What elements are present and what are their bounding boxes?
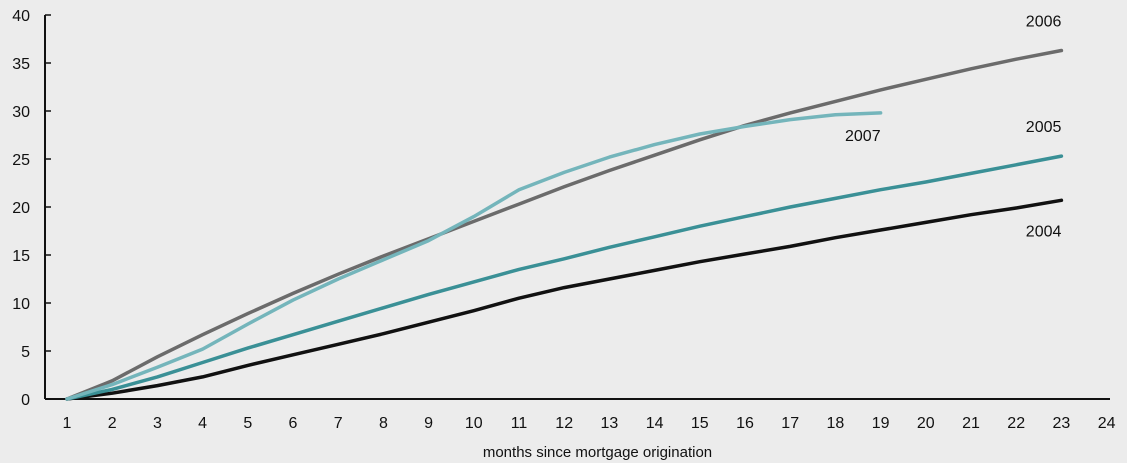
y-tick-label: 20 xyxy=(12,200,30,217)
x-tick-label: 24 xyxy=(1098,415,1116,432)
x-tick-label: 23 xyxy=(1053,415,1071,432)
x-tick-label: 15 xyxy=(691,415,709,432)
x-tick-label: 12 xyxy=(555,415,573,432)
x-tick-label: 22 xyxy=(1007,415,1025,432)
series-line-2004 xyxy=(65,198,1064,401)
series-line-2006 xyxy=(65,48,1064,401)
x-tick-label: 6 xyxy=(289,415,298,432)
y-tick-label: 15 xyxy=(12,248,30,265)
x-tick-label: 19 xyxy=(872,415,890,432)
x-tick-label: 21 xyxy=(962,415,980,432)
x-tick-label: 17 xyxy=(781,415,799,432)
x-tick-label: 13 xyxy=(601,415,619,432)
y-tick-label: 25 xyxy=(12,152,30,169)
x-tick-label: 16 xyxy=(736,415,754,432)
series-lines xyxy=(65,48,1064,401)
x-tick-label: 3 xyxy=(153,415,162,432)
x-tick-label: 11 xyxy=(511,415,528,432)
x-tick-label: 20 xyxy=(917,415,935,432)
x-tick-label: 9 xyxy=(424,415,433,432)
series-labels: 2004 2005 2006 2007 xyxy=(845,14,1061,241)
series-label-2006: 2006 xyxy=(1026,14,1062,31)
series-line-2005 xyxy=(65,154,1064,401)
y-tick-label: 30 xyxy=(12,104,30,121)
x-tick-label: 7 xyxy=(334,415,343,432)
x-tick-label: 1 xyxy=(63,415,72,432)
x-tick-label: 14 xyxy=(646,415,664,432)
y-tick-label: 40 xyxy=(12,8,30,25)
x-tick-label: 2 xyxy=(108,415,117,432)
y-tick-label: 5 xyxy=(21,344,30,361)
x-tick-label: 18 xyxy=(827,415,845,432)
y-ticks: 0 5 10 15 20 25 30 35 40 xyxy=(12,8,51,409)
series-label-2007: 2007 xyxy=(845,128,881,145)
x-ticks: 1 2 3 4 5 6 7 8 9 10 11 12 13 14 15 16 17 18 19 20 21 22 23 24 xyxy=(63,415,1116,432)
x-tick-label: 4 xyxy=(198,415,207,432)
x-tick-label: 8 xyxy=(379,415,388,432)
x-axis-title: months since mortgage origination xyxy=(483,444,712,461)
series-label-2004: 2004 xyxy=(1026,223,1062,240)
x-tick-label: 5 xyxy=(243,415,252,432)
series-label-2005: 2005 xyxy=(1026,119,1062,136)
y-tick-label: 10 xyxy=(12,296,30,313)
y-tick-label: 35 xyxy=(12,56,30,73)
y-tick-label: 0 xyxy=(21,392,30,409)
series-line-2007 xyxy=(65,111,883,401)
x-tick-label: 10 xyxy=(465,415,483,432)
